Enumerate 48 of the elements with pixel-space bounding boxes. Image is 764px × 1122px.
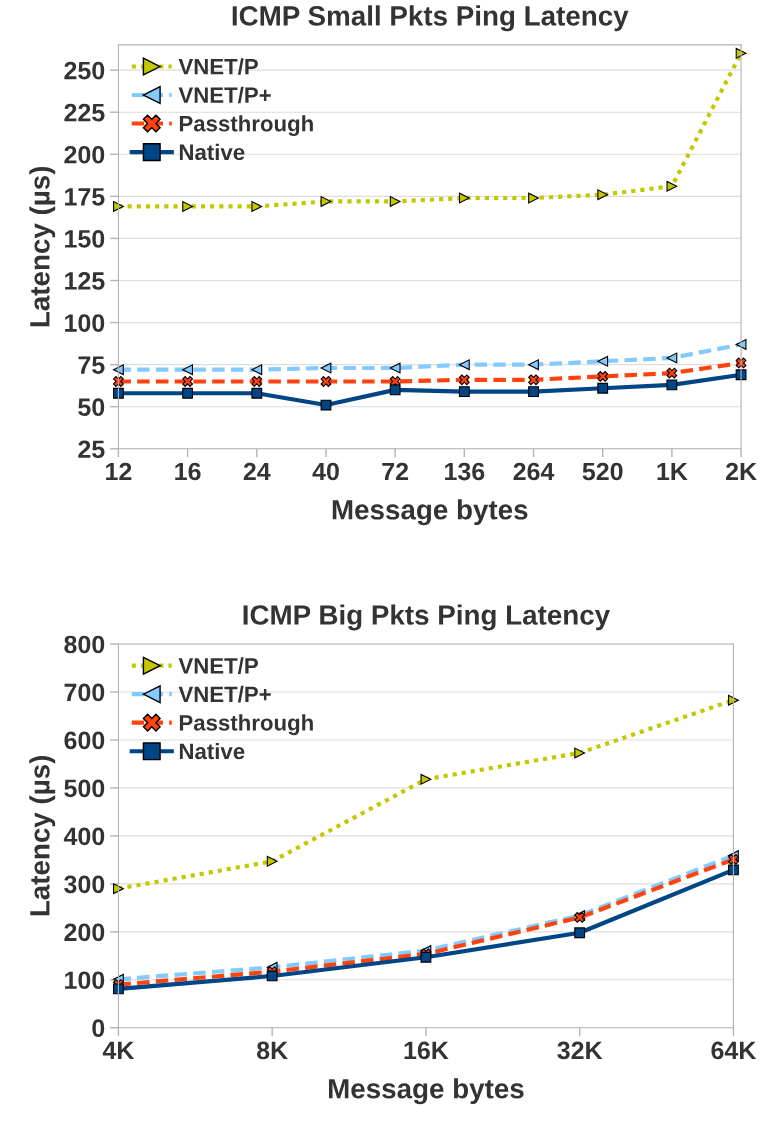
x-tick-label: 4K [102,1041,135,1060]
x-tick-label: 40 [312,462,339,481]
chart-title: ICMP Big Pkts Ping Latency [243,604,610,631]
legend-label: VNET/P [178,58,258,75]
y-tick-label: 150 [65,230,105,248]
y-tick-label: 200 [64,145,105,164]
y-tick-label: 175 [65,188,105,206]
y-tick-label: 300 [64,875,105,894]
x-tick-label: 2K [725,462,757,481]
y-axis-title: Latency (µs) [29,755,56,916]
x-axis-title: Message bytes [328,1078,524,1105]
y-tick-label: 500 [64,779,105,798]
chart-title: ICMP Small Pkts Ping Latency [232,5,629,32]
x-tick-label: 16K [404,1041,449,1060]
y-tick-label: 50 [78,398,105,417]
legend-label: Passthrough [179,115,313,137]
x-axis-title: Message bytes [332,499,528,526]
y-tick-label: 0 [92,1019,105,1038]
x-tick-label: 12 [106,462,132,481]
x-tick-label: 64K [711,1041,757,1060]
x-tick-label: 520 [582,462,623,481]
x-tick-label: 24 [243,462,271,481]
y-tick-label: 225 [64,103,105,122]
y-tick-label: 600 [64,731,105,750]
y-tick-label: 125 [65,272,105,290]
legend-label: VNET/P+ [178,86,271,104]
legend-label: VNET/P [178,657,258,674]
x-tick-label: 8K [256,1041,288,1060]
legend-label: Passthrough [179,714,313,736]
x-tick-label: 16 [175,462,201,481]
y-tick-label: 100 [65,314,105,332]
x-tick-label: 264 [513,462,555,481]
y-tick-label: 200 [64,923,105,942]
x-tick-label: 32K [557,1041,603,1060]
legend-label: VNET/P+ [178,685,271,703]
y-tick-label: 75 [78,356,105,374]
legend-label: Native [179,143,245,161]
x-tick-label: 72 [382,462,409,481]
x-tick-label: 1K [657,462,688,481]
y-tick-label: 250 [64,61,105,80]
y-tick-label: 800 [64,635,105,654]
y-axis-title: Latency (µs) [29,166,56,327]
legend-label: Native [179,742,245,760]
y-tick-label: 25 [78,440,105,459]
y-tick-label: 400 [63,827,105,846]
y-tick-label: 700 [64,683,105,702]
y-tick-label: 100 [65,971,105,990]
x-tick-label: 136 [445,462,485,481]
